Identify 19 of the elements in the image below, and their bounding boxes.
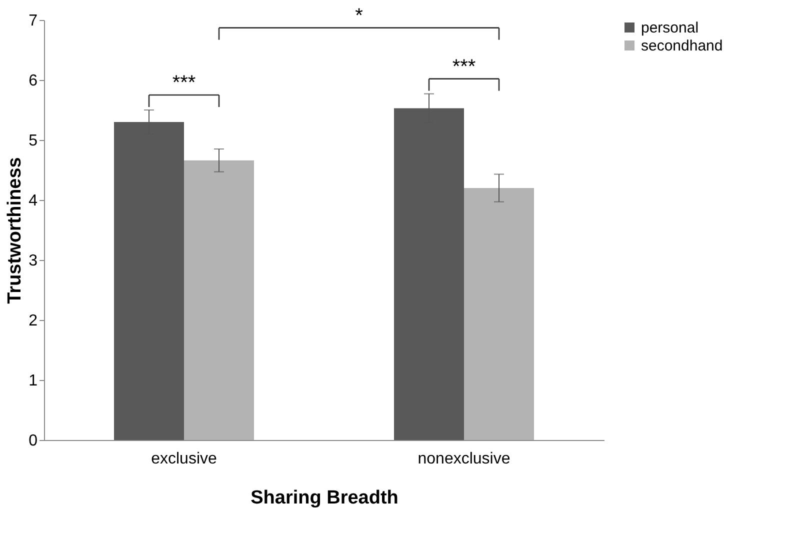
y-tick-label: 6 — [28, 72, 38, 90]
y-tick-label: 7 — [28, 12, 38, 30]
x-tick-label: exclusive — [151, 450, 217, 468]
x-tick-label: nonexclusive — [418, 450, 510, 468]
bar — [464, 188, 534, 440]
x-axis-title: Sharing Breadth — [250, 488, 398, 508]
y-axis-title: Trustworthiness — [4, 157, 26, 304]
y-tick-label: 3 — [28, 252, 38, 270]
y-tick-label: 1 — [28, 372, 38, 390]
annotation: *** — [172, 72, 196, 94]
y-tick-label: 2 — [28, 312, 38, 330]
bar — [184, 160, 254, 440]
y-tick-label: 5 — [28, 132, 38, 150]
y-tick-label: 4 — [28, 192, 38, 210]
annotation: *** — [452, 56, 476, 78]
y-tick-label: 0 — [28, 432, 38, 450]
legend-label: secondhand — [641, 38, 723, 54]
annotation: * — [355, 4, 364, 27]
legend-label: personal — [641, 20, 699, 36]
